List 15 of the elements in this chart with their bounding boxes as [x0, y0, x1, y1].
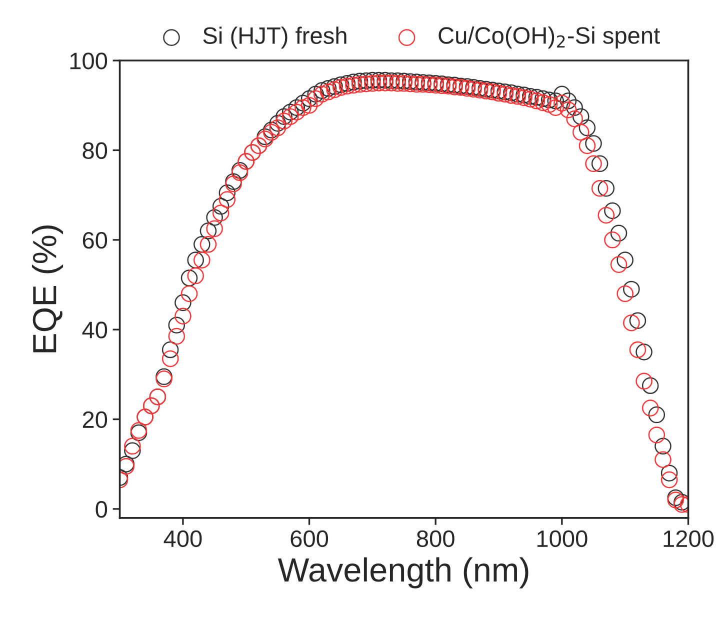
y-axis-title: EQE (%) [32, 226, 64, 352]
y-tick-label: 0 [96, 501, 108, 518]
y-tick-label: 80 [82, 142, 108, 159]
y-tick-label: 20 [82, 411, 108, 428]
x-tick-label: 600 [290, 530, 328, 548]
x-axis-title: Wavelength (nm) [278, 557, 528, 588]
x-tick-label: 1200 [664, 530, 714, 548]
legend-label: Si (HJT) fresh [203, 26, 346, 49]
x-tick-label: 1000 [537, 530, 588, 548]
y-tick-label: 40 [82, 322, 108, 338]
legend-label: Cu/Co(OH)$_{2}$-Si spent [438, 26, 660, 49]
y-tick-label: 100 [70, 52, 108, 70]
x-tick-label: 400 [164, 530, 202, 548]
x-tick-label: 800 [416, 530, 454, 548]
y-tick-label: 60 [82, 232, 108, 249]
